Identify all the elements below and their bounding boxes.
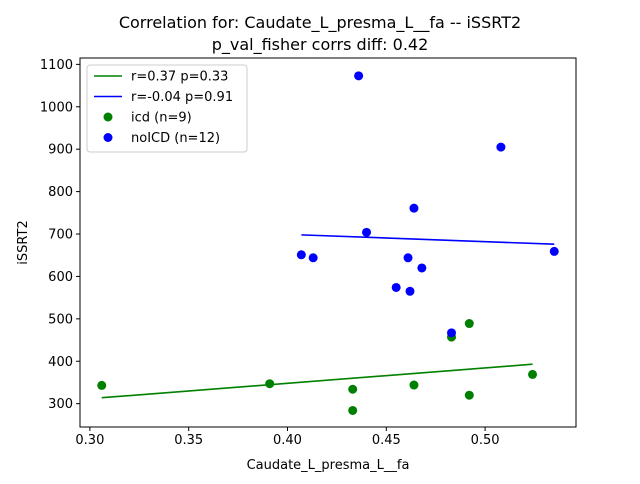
point-icd: [348, 405, 358, 415]
point-noicd: [354, 71, 364, 81]
axes-frame: [79, 57, 577, 428]
legend: r=0.37 p=0.33 r=-0.04 p=0.91 icd (n=9) noIC…: [86, 64, 248, 153]
point-noicd: [403, 253, 413, 263]
y-tick-label: 600: [48, 270, 73, 285]
point-noicd: [447, 328, 457, 338]
point-noicd: [308, 253, 318, 263]
point-icd: [464, 390, 474, 400]
point-noicd: [409, 203, 419, 213]
point-noicd: [417, 263, 427, 273]
y-tick-label: 1100: [40, 58, 73, 73]
point-icd: [97, 380, 107, 390]
x-axis: 0.30 0.35 0.40 0.45 0.50: [75, 427, 500, 448]
point-noicd: [362, 227, 372, 237]
y-tick-label: 700: [48, 228, 73, 243]
chart-title: Correlation for: Caudate_L_presma_L__fa …: [119, 13, 521, 33]
x-tick-label: 0.45: [372, 433, 401, 448]
x-tick-label: 0.40: [273, 433, 302, 448]
y-tick-label: 1000: [40, 100, 73, 115]
y-tick-label: 500: [48, 312, 73, 327]
fit-line: [101, 363, 533, 399]
point-noicd: [391, 282, 401, 292]
point-icd: [409, 380, 419, 390]
point-icd: [528, 369, 538, 379]
fit-line: [301, 234, 555, 245]
legend-item-icd-swatch: [103, 112, 113, 122]
point-icd: [348, 384, 358, 394]
x-tick-label: 0.30: [75, 433, 104, 448]
plot-area: [97, 71, 559, 415]
y-tick-label: 400: [48, 355, 73, 370]
legend-item-noicd-label: noICD (n=12): [131, 131, 220, 146]
legend-item-noicd-swatch: [103, 133, 113, 142]
point-icd: [265, 379, 275, 389]
legend-item-fit-icd-label: r=0.37 p=0.33: [131, 70, 228, 85]
y-tick-label: 300: [48, 397, 73, 412]
x-tick-label: 0.35: [174, 433, 203, 448]
y-axis-label: iSSRT2: [16, 220, 31, 264]
y-tick-label: 800: [48, 185, 73, 200]
legend-box: [86, 64, 248, 153]
point-noicd: [296, 250, 306, 260]
chart-subtitle: p_val_fisher corrs diff: 0.42: [212, 35, 429, 55]
legend-item-fit-noicd-label: r=-0.04 p=0.91: [131, 90, 233, 105]
legend-item-icd-label: icd (n=9): [131, 111, 192, 126]
point-icd: [464, 319, 474, 329]
x-axis-label: Caudate_L_presma_L__fa: [247, 458, 410, 473]
point-noicd: [549, 246, 559, 256]
point-noicd: [405, 286, 415, 296]
point-noicd: [496, 142, 506, 152]
x-tick-label: 0.50: [471, 433, 500, 448]
y-axis: 300 400 500 600 700 800 900 1000 1100: [40, 58, 80, 412]
y-tick-label: 900: [48, 143, 73, 158]
